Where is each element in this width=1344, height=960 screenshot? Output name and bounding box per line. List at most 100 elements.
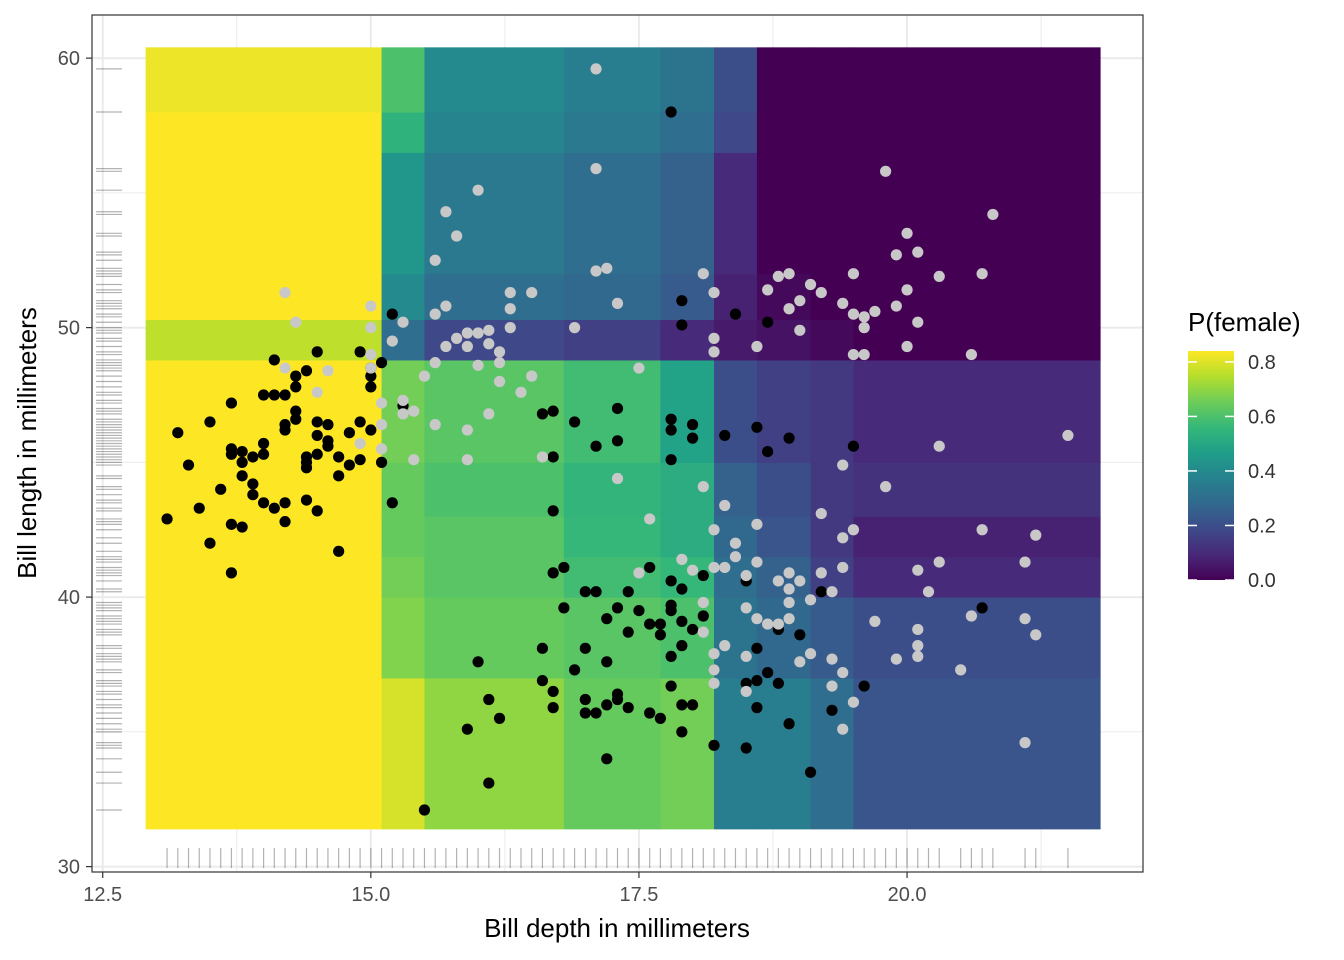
probability-tile [381, 47, 425, 113]
y-tick-label: 30 [58, 857, 80, 879]
data-point [826, 586, 838, 598]
data-point [279, 286, 291, 299]
data-point [343, 459, 355, 471]
data-point [847, 524, 860, 536]
probability-tile [145, 516, 383, 558]
probability-tile [145, 47, 383, 113]
probability-tile [756, 462, 812, 517]
probability-tile [853, 516, 1101, 558]
data-point [644, 561, 656, 574]
data-point [762, 316, 774, 328]
data-point [1030, 529, 1042, 541]
probability-tile [853, 319, 1101, 361]
data-point [1030, 629, 1042, 641]
data-point [762, 618, 774, 630]
data-point [279, 516, 291, 528]
data-point [837, 532, 849, 544]
data-point [472, 656, 484, 668]
data-point [869, 615, 881, 627]
data-point [708, 648, 720, 660]
data-point [708, 524, 720, 536]
data-point [547, 505, 559, 517]
data-point [783, 596, 795, 609]
data-points [161, 63, 1074, 816]
x-tick-label: 17.5 [619, 884, 658, 906]
data-point [579, 707, 591, 719]
data-point [408, 405, 420, 417]
data-point [300, 494, 313, 506]
data-point [987, 208, 999, 221]
data-point [536, 675, 549, 687]
legend-colorbar [1188, 351, 1234, 580]
probability-tile [756, 152, 812, 275]
data-point [182, 459, 195, 471]
data-point [912, 640, 924, 652]
probability-tile [145, 112, 383, 153]
data-point [719, 499, 731, 512]
data-point [858, 680, 870, 692]
data-point [869, 305, 881, 318]
probability-tile [381, 516, 425, 558]
data-point [601, 753, 613, 765]
probability-tile [424, 319, 565, 361]
probability-tile [563, 556, 661, 598]
data-point [719, 429, 731, 442]
data-point [676, 553, 688, 565]
data-point [890, 300, 902, 312]
data-point [815, 286, 827, 299]
data-point [676, 726, 688, 738]
data-point [847, 440, 860, 452]
data-point [365, 300, 377, 312]
data-point [354, 346, 366, 358]
data-point [783, 567, 795, 579]
data-point [622, 702, 634, 714]
data-point [644, 707, 656, 719]
data-point [901, 227, 913, 239]
data-point [794, 295, 806, 307]
data-point [965, 610, 978, 622]
data-point [644, 618, 656, 630]
probability-tile [145, 319, 383, 361]
data-point [708, 346, 720, 358]
data-point [783, 303, 795, 315]
probability-tile [381, 556, 425, 598]
x-axis-title: Bill depth in millimeters [484, 913, 750, 943]
data-point [236, 445, 248, 458]
data-point [665, 650, 677, 663]
probability-tile [810, 597, 854, 679]
data-point [665, 424, 677, 436]
data-point [1019, 613, 1031, 625]
data-point [933, 556, 945, 568]
legend-tick-label: 0.6 [1248, 406, 1276, 428]
probability-tile [424, 47, 565, 113]
data-point [933, 440, 945, 452]
data-point [976, 602, 988, 614]
legend-tick-label: 0.2 [1248, 515, 1276, 537]
data-point [858, 348, 870, 361]
data-point [740, 677, 752, 689]
probability-tile [810, 462, 854, 517]
data-point [375, 357, 388, 369]
data-point [257, 437, 270, 450]
probability-tile [810, 359, 854, 463]
data-point [708, 677, 720, 689]
data-point [697, 569, 709, 582]
data-point [601, 262, 613, 274]
data-point [976, 524, 988, 536]
data-point [461, 723, 473, 735]
data-point [461, 454, 473, 466]
probability-tile [853, 718, 1101, 830]
data-point [429, 254, 441, 266]
data-point [526, 286, 538, 299]
data-point [794, 629, 806, 641]
data-point [386, 308, 398, 320]
data-point [740, 685, 752, 698]
data-point [708, 286, 720, 299]
data-point [397, 394, 409, 406]
probability-tile [381, 718, 425, 830]
data-point [268, 389, 280, 401]
data-point [847, 308, 860, 320]
data-point [365, 362, 377, 374]
probability-tile [756, 718, 812, 830]
data-point [472, 327, 484, 339]
